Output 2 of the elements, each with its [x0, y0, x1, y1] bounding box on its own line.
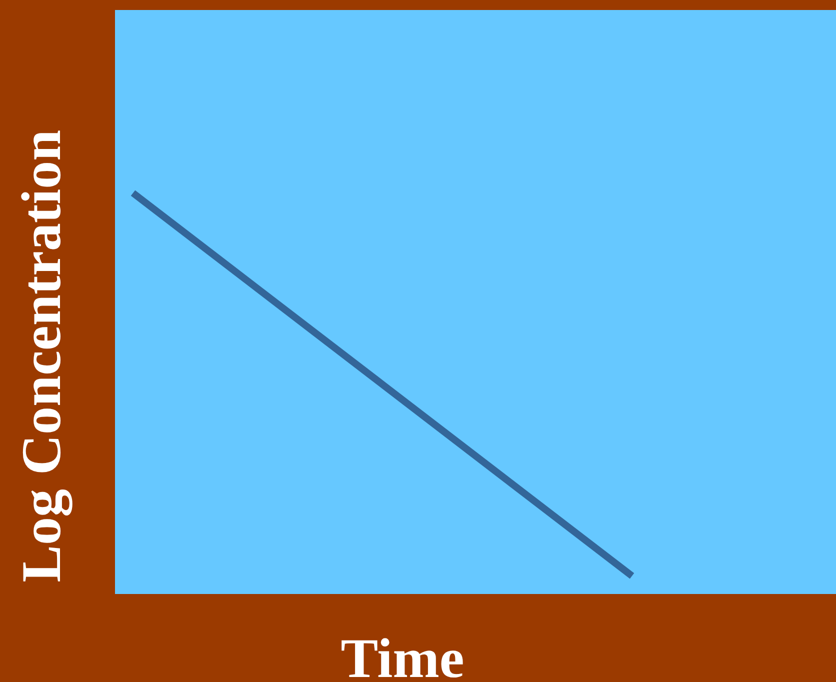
y-axis-title: Log Concentration [11, 130, 73, 582]
x-axis-title: Time [340, 628, 464, 682]
